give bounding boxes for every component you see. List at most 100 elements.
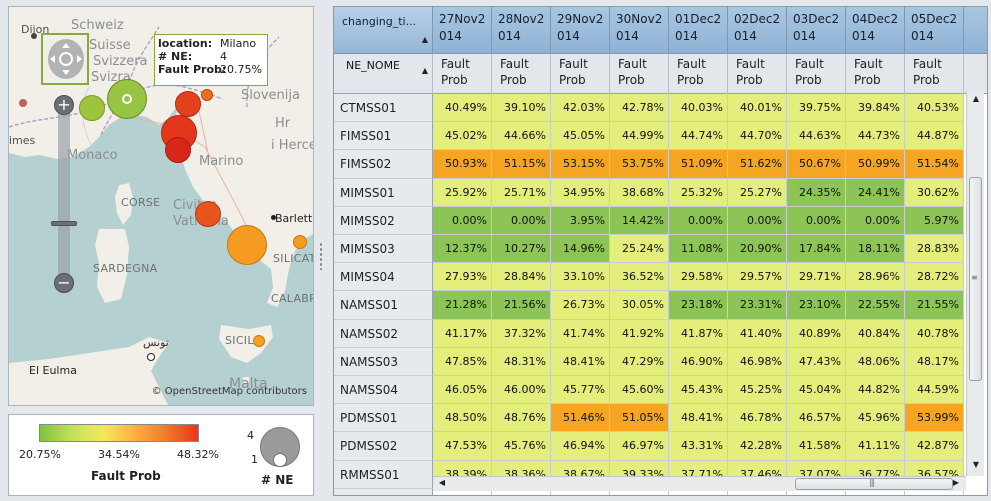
table-cell[interactable]: 53.15%	[551, 150, 610, 179]
row-header[interactable]: FIMSS02	[334, 150, 433, 179]
table-cell[interactable]: 22.55%	[846, 291, 905, 320]
table-cell[interactable]: 0.00%	[787, 206, 846, 235]
column-header-metric[interactable]: Fault Prob	[551, 54, 610, 94]
table-cell[interactable]: 47.29%	[610, 347, 669, 376]
table-cell[interactable]: 43.31%	[669, 432, 728, 461]
table-cell[interactable]: 40.84%	[846, 319, 905, 348]
column-header-date[interactable]: 27Nov2 014	[433, 7, 492, 54]
table-cell[interactable]: 0.00%	[846, 206, 905, 235]
table-cell[interactable]: 24.35%	[787, 178, 846, 207]
table-cell[interactable]: 40.53%	[905, 94, 964, 123]
table-cell[interactable]: 46.57%	[787, 404, 846, 433]
table-cell[interactable]: 44.99%	[610, 122, 669, 151]
row-header[interactable]: NAMSS01	[334, 291, 433, 320]
table-cell[interactable]: 39.75%	[787, 94, 846, 123]
column-header-date[interactable]: 30Nov2 014	[610, 7, 669, 54]
table-cell[interactable]: 41.74%	[551, 319, 610, 348]
table-cell[interactable]: 28.72%	[905, 263, 964, 292]
table-cell[interactable]: 44.73%	[846, 122, 905, 151]
table-cell[interactable]: 44.87%	[905, 122, 964, 151]
column-header-date[interactable]: 02Dec2 014	[728, 7, 787, 54]
column-header-date[interactable]: 04Dec2 014	[846, 7, 905, 54]
row-header[interactable]: NAMSS04	[334, 376, 433, 405]
table-cell[interactable]: 21.55%	[905, 291, 964, 320]
table-cell[interactable]: 51.15%	[492, 150, 551, 179]
table-cell[interactable]: 40.89%	[787, 319, 846, 348]
table-cell[interactable]: 53.75%	[610, 150, 669, 179]
zoom-handle[interactable]	[51, 221, 77, 226]
table-cell[interactable]: 25.92%	[433, 178, 492, 207]
table-cell[interactable]: 50.67%	[787, 150, 846, 179]
column-header-metric[interactable]: Fault Prob	[846, 54, 905, 94]
column-header-metric[interactable]: Fault Prob	[905, 54, 964, 94]
map-bubble[interactable]	[175, 91, 201, 117]
table-cell[interactable]: 44.63%	[787, 122, 846, 151]
table-cell[interactable]: 25.27%	[728, 178, 787, 207]
table-cell[interactable]: 51.05%	[610, 404, 669, 433]
table-cell[interactable]: 50.99%	[846, 150, 905, 179]
table-cell[interactable]: 45.25%	[728, 376, 787, 405]
table-cell[interactable]: 44.74%	[669, 122, 728, 151]
table-cell[interactable]: 28.96%	[846, 263, 905, 292]
column-header-metric[interactable]: Fault Prob	[433, 54, 492, 94]
column-header-date[interactable]: 29Nov2 014	[551, 7, 610, 54]
table-cell[interactable]: 14.96%	[551, 235, 610, 264]
table-cell[interactable]: 40.78%	[905, 319, 964, 348]
table-cell[interactable]: 11.08%	[669, 235, 728, 264]
table-cell[interactable]: 34.95%	[551, 178, 610, 207]
vertical-scroll-thumb[interactable]	[969, 177, 982, 381]
table-cell[interactable]: 0.00%	[728, 206, 787, 235]
table-cell[interactable]: 46.98%	[728, 347, 787, 376]
row-header[interactable]: NAMSS02	[334, 319, 433, 348]
table-cell[interactable]: 23.31%	[728, 291, 787, 320]
table-cell[interactable]: 45.05%	[551, 122, 610, 151]
table-cell[interactable]	[905, 488, 964, 495]
table-cell[interactable]: 45.43%	[669, 376, 728, 405]
column-header-date[interactable]: 05Dec2 014	[905, 7, 964, 54]
table-cell[interactable]: 46.00%	[492, 376, 551, 405]
table-cell[interactable]: 41.17%	[433, 319, 492, 348]
map-bubble[interactable]	[201, 89, 213, 101]
table-cell[interactable]: 45.96%	[846, 404, 905, 433]
row-header[interactable]: FIMSS01	[334, 122, 433, 151]
table-cell[interactable]: 21.28%	[433, 291, 492, 320]
table-cell[interactable]	[787, 488, 846, 495]
table-cell[interactable]: 44.82%	[846, 376, 905, 405]
table-cell[interactable]: 33.10%	[551, 263, 610, 292]
table-cell[interactable]: 48.41%	[551, 347, 610, 376]
table-cell[interactable]: 17.84%	[787, 235, 846, 264]
row-header[interactable]: RMMSS01	[334, 460, 433, 489]
table-cell[interactable]: 0.00%	[669, 206, 728, 235]
map-bubble[interactable]	[293, 235, 307, 249]
scroll-right-icon[interactable]: ▶	[952, 478, 960, 487]
table-cell[interactable]: 41.58%	[787, 432, 846, 461]
table-cell[interactable]: 40.01%	[728, 94, 787, 123]
table-cell[interactable]: 48.17%	[905, 347, 964, 376]
table-cell[interactable]: 25.24%	[610, 235, 669, 264]
zoom-in-button[interactable]: +	[54, 95, 74, 115]
table-cell[interactable]: 39.84%	[846, 94, 905, 123]
table-cell[interactable]: 12.37%	[433, 235, 492, 264]
table-cell[interactable]: 25.32%	[669, 178, 728, 207]
column-header-date[interactable]: 01Dec2 014	[669, 7, 728, 54]
table-cell[interactable]: 44.59%	[905, 376, 964, 405]
table-cell[interactable]: 41.87%	[669, 319, 728, 348]
map-bubble[interactable]	[253, 335, 265, 347]
horizontal-scrollbar[interactable]: ◀ ||| ▶	[433, 476, 966, 491]
row-header[interactable]: MIMSS01	[334, 178, 433, 207]
column-header-metric[interactable]: Fault Prob	[669, 54, 728, 94]
table-cell[interactable]: 42.03%	[551, 94, 610, 123]
column-header-metric[interactable]: Fault Prob	[787, 54, 846, 94]
table-cell[interactable]: 18.11%	[846, 235, 905, 264]
table-cell[interactable]: 44.70%	[728, 122, 787, 151]
zoom-out-button[interactable]: −	[54, 273, 74, 293]
table-cell[interactable]: 0.00%	[433, 206, 492, 235]
row-header[interactable]: CTMSS01	[334, 94, 433, 123]
map-view[interactable]: Dijon Schweiz Suisse Svizzera Svizra Slo…	[8, 6, 314, 406]
row-dimension-header[interactable]: NE_NOME ▲	[334, 54, 433, 94]
table-cell[interactable]: 24.41%	[846, 178, 905, 207]
table-cell[interactable]: 50.93%	[433, 150, 492, 179]
table-cell[interactable]: 0.00%	[492, 206, 551, 235]
table-cell[interactable]: 28.83%	[905, 235, 964, 264]
table-cell[interactable]: 26.73%	[551, 291, 610, 320]
